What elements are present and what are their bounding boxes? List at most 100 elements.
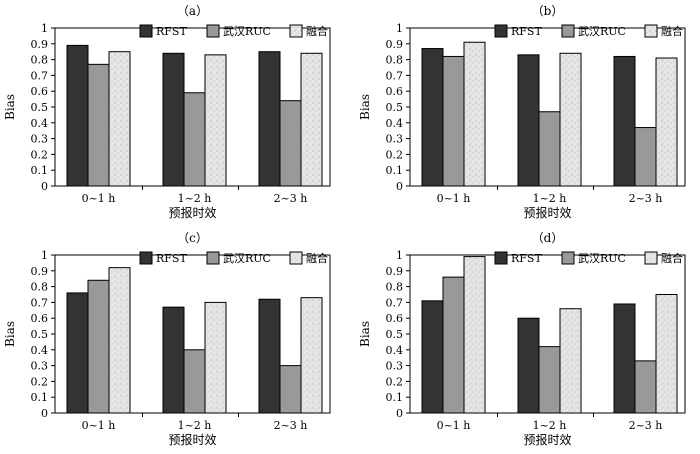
legend-swatch-1 bbox=[494, 24, 508, 38]
legend-swatch-3 bbox=[289, 251, 303, 265]
x-category-label: 2~3 h bbox=[274, 419, 308, 432]
x-axis-title: 预报时效 bbox=[168, 205, 216, 220]
bar-23h-series-2 bbox=[634, 127, 657, 187]
y-tick-label: 0.2 bbox=[386, 148, 404, 161]
legend-swatch-3 bbox=[289, 24, 303, 38]
y-tick-label: 0.3 bbox=[31, 133, 49, 146]
y-tick-label: 0.7 bbox=[386, 296, 404, 309]
y-tick-label: 1 bbox=[41, 249, 48, 262]
chart-panel-a: （a） 0 0.1 0.2 0.3 0.4 0.5 0.6 0.7 0.8 0.9 1 Bias 0~1 … bbox=[3, 4, 331, 220]
bar-01h-series-3 bbox=[108, 51, 131, 187]
x-category-label: 1~2 h bbox=[533, 192, 567, 205]
legend-label-3: 融合 bbox=[661, 251, 683, 265]
bar-12h-series-1 bbox=[517, 54, 540, 187]
x-category-label: 2~3 h bbox=[629, 419, 663, 432]
chart-panel-b: （b） 0 0.1 0.2 0.3 0.4 0.5 0.6 0.7 0.8 0.9 1 Bias 0~1 … bbox=[358, 4, 686, 220]
bar-01h-series-3 bbox=[463, 256, 486, 414]
y-tick-label: 0.6 bbox=[31, 312, 49, 325]
y-tick-label: 0.2 bbox=[386, 375, 404, 388]
panel-title: （a） bbox=[177, 4, 208, 18]
legend-swatch-2 bbox=[561, 251, 575, 265]
y-tick-label: 0.9 bbox=[31, 38, 49, 51]
bar-12h-series-2 bbox=[538, 111, 561, 187]
y-tick-label: 0 bbox=[396, 407, 403, 420]
legend-label-2: 武汉RUC bbox=[578, 25, 626, 38]
bar-12h-series-1 bbox=[517, 317, 540, 414]
chart-panel-d: （d） 0 0.1 0.2 0.3 0.4 0.5 0.6 0.7 0.8 0.9 1 Bias 0~1 … bbox=[358, 231, 686, 447]
y-axis-title: Bias bbox=[358, 321, 372, 347]
bar-01h-series-2 bbox=[442, 276, 465, 414]
bar-12h-series-3 bbox=[204, 54, 227, 187]
y-axis-title: Bias bbox=[358, 94, 372, 120]
legend-swatch-2 bbox=[561, 24, 575, 38]
bar-01h-series-1 bbox=[421, 48, 444, 187]
bar-23h-series-2 bbox=[634, 360, 657, 414]
x-category-label: 1~2 h bbox=[178, 419, 212, 432]
y-tick-label: 0.5 bbox=[31, 328, 49, 341]
legend-label-3: 融合 bbox=[306, 251, 328, 265]
y-tick-label: 0.6 bbox=[386, 85, 404, 98]
y-tick-label: 0.3 bbox=[386, 133, 404, 146]
legend-label-1: RFST bbox=[511, 252, 542, 265]
x-category-label: 2~3 h bbox=[629, 192, 663, 205]
bar-01h-series-3 bbox=[463, 41, 486, 187]
y-tick-label: 0.2 bbox=[31, 375, 49, 388]
y-tick-label: 0 bbox=[396, 180, 403, 193]
x-category-label: 1~2 h bbox=[178, 192, 212, 205]
x-category-label: 2~3 h bbox=[274, 192, 308, 205]
y-tick-label: 1 bbox=[396, 249, 403, 262]
legend-label-3: 融合 bbox=[306, 24, 328, 38]
bar-23h-series-3 bbox=[300, 297, 323, 414]
y-axis-title: Bias bbox=[3, 94, 17, 120]
legend-swatch-3 bbox=[644, 251, 658, 265]
y-tick-label: 0.1 bbox=[386, 391, 404, 404]
legend-swatch-3 bbox=[644, 24, 658, 38]
y-tick-label: 0.3 bbox=[31, 360, 49, 373]
x-category-label: 0~1 h bbox=[437, 419, 471, 432]
y-tick-label: 0.5 bbox=[386, 101, 404, 114]
x-category-label: 0~1 h bbox=[82, 419, 116, 432]
y-tick-label: 0.5 bbox=[31, 101, 49, 114]
y-tick-label: 0 bbox=[41, 180, 48, 193]
y-tick-label: 1 bbox=[41, 22, 48, 35]
bar-12h-series-3 bbox=[559, 52, 582, 187]
legend-label-1: RFST bbox=[156, 25, 187, 38]
legend-label-1: RFST bbox=[511, 25, 542, 38]
panel-title: （b） bbox=[532, 4, 564, 18]
bar-23h-series-1 bbox=[613, 303, 636, 414]
bar-01h-series-2 bbox=[87, 279, 110, 414]
x-category-label: 0~1 h bbox=[437, 192, 471, 205]
legend-label-3: 融合 bbox=[661, 24, 683, 38]
y-tick-label: 0.7 bbox=[31, 69, 49, 82]
legend-label-2: 武汉RUC bbox=[578, 252, 626, 265]
x-axis-title: 预报时效 bbox=[523, 432, 571, 447]
y-tick-label: 0.4 bbox=[31, 344, 49, 357]
legend-label-2: 武汉RUC bbox=[223, 252, 271, 265]
legend-label-2: 武汉RUC bbox=[223, 25, 271, 38]
y-tick-label: 0.1 bbox=[31, 164, 49, 177]
bar-12h-series-3 bbox=[559, 308, 582, 414]
y-tick-label: 0.2 bbox=[31, 148, 49, 161]
bar-23h-series-2 bbox=[279, 365, 302, 414]
bar-01h-series-1 bbox=[66, 44, 89, 187]
legend-swatch-1 bbox=[494, 251, 508, 265]
legend-swatch-1 bbox=[139, 24, 153, 38]
y-tick-label: 1 bbox=[396, 22, 403, 35]
y-tick-label: 0.6 bbox=[31, 85, 49, 98]
bar-12h-series-2 bbox=[183, 349, 206, 414]
y-tick-label: 0.3 bbox=[386, 360, 404, 373]
bar-12h-series-2 bbox=[538, 346, 561, 414]
y-tick-label: 0.8 bbox=[31, 54, 49, 67]
bar-12h-series-1 bbox=[162, 306, 185, 414]
bar-23h-series-3 bbox=[300, 52, 323, 187]
x-axis-title: 预报时效 bbox=[523, 205, 571, 220]
y-tick-label: 0 bbox=[41, 407, 48, 420]
panel-title: （c） bbox=[177, 231, 208, 245]
chart-panel-c: （c） 0 0.1 0.2 0.3 0.4 0.5 0.6 0.7 0.8 0.9 1 Bias 0~1 … bbox=[3, 231, 331, 447]
y-tick-label: 0.8 bbox=[386, 281, 404, 294]
bar-01h-series-1 bbox=[421, 300, 444, 414]
bar-23h-series-3 bbox=[655, 294, 678, 414]
y-tick-label: 0.8 bbox=[31, 281, 49, 294]
y-tick-label: 0.9 bbox=[386, 265, 404, 278]
